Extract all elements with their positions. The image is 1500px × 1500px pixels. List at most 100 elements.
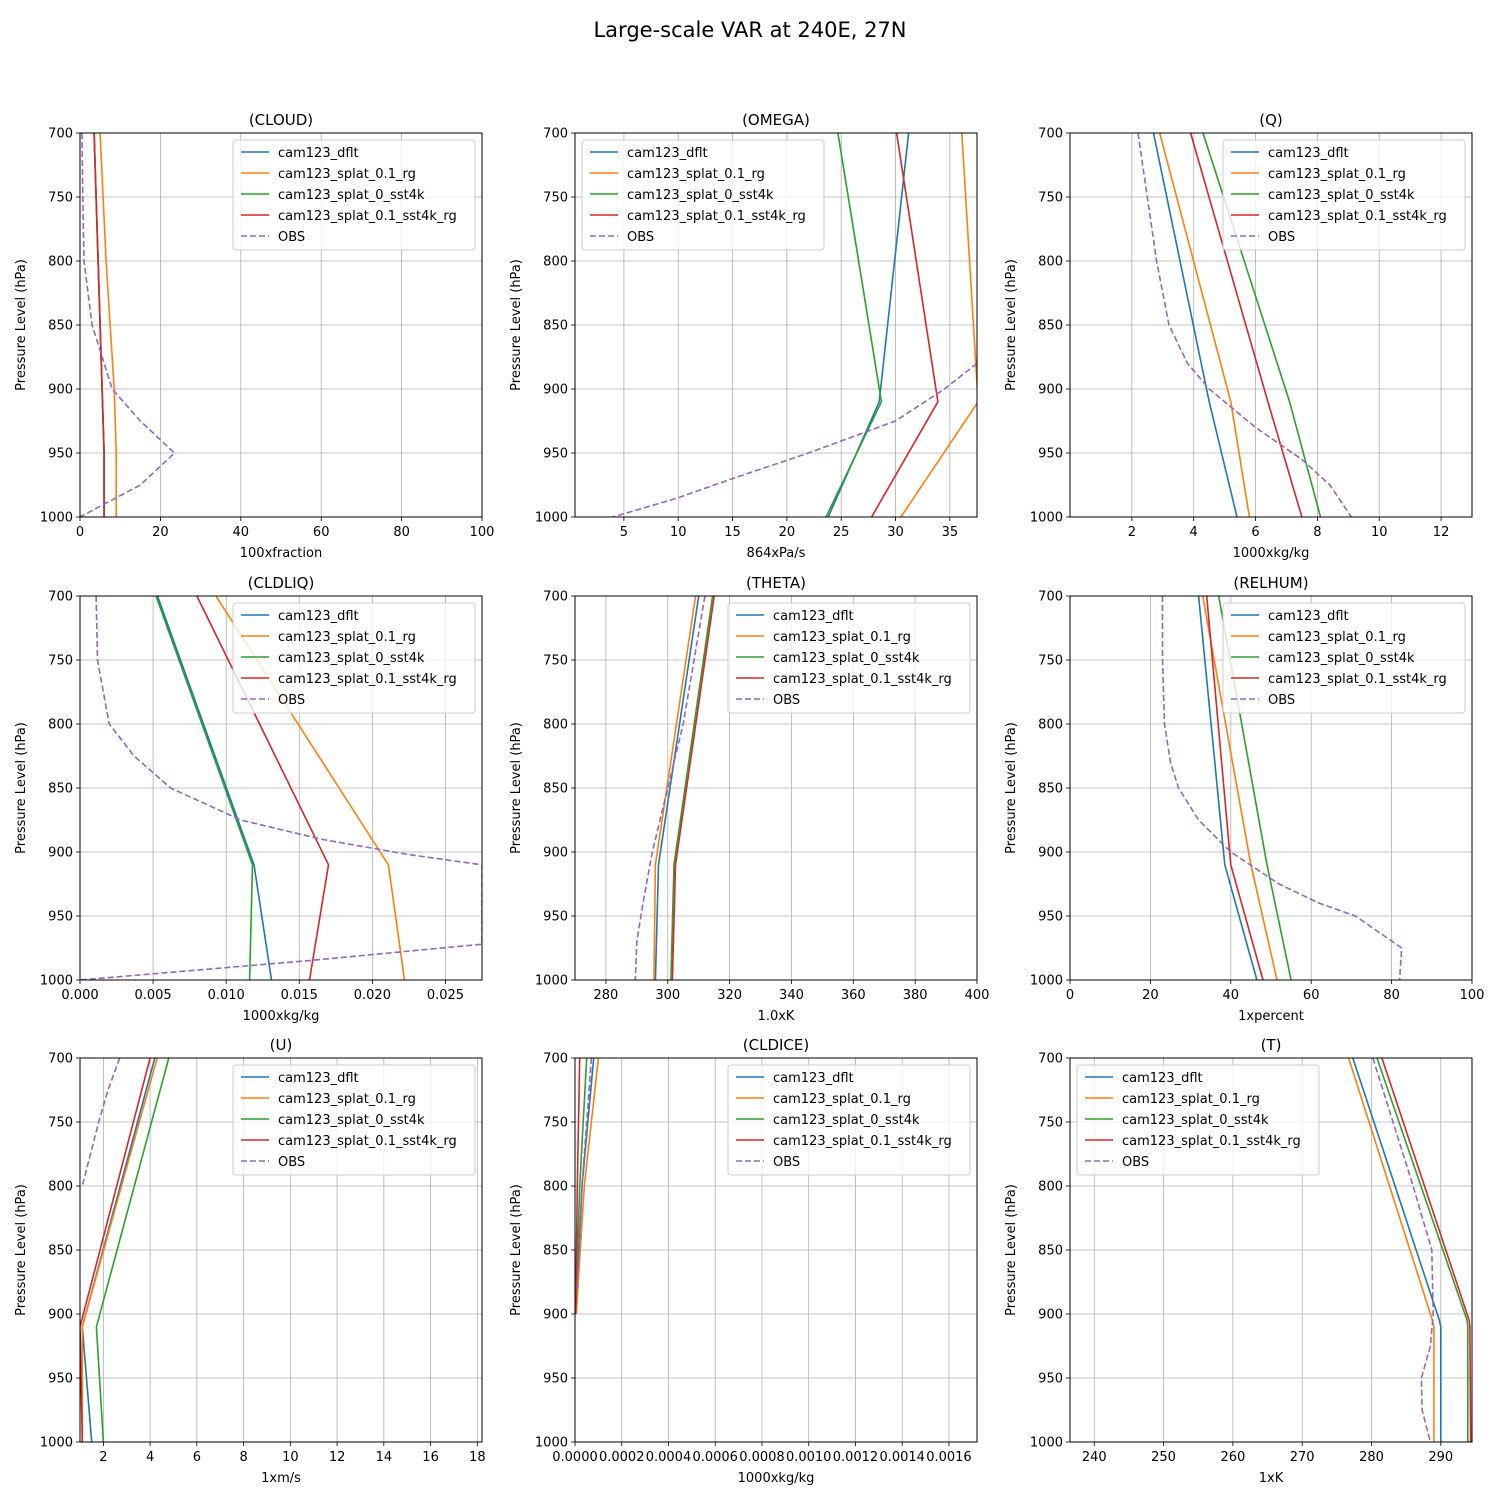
x-tick-label: 30 [887,525,904,540]
y-axis-label: Pressure Level (hPa) [509,259,524,391]
legend-box [1222,139,1466,251]
y-tick-label: 750 [1038,654,1063,669]
x-tick-label: 0.025 [427,988,464,1003]
x-tick-label: 40 [1223,988,1240,1003]
x-tick-label: 0.0010 [786,1450,832,1465]
series-line-OBS [576,1058,593,1289]
y-tick-label: 950 [1038,447,1063,462]
x-tick-label: 35 [942,525,959,540]
series-line-cam123_splat_0.1_rg [1347,1058,1435,1442]
series-line-cam123_splat_0.1_sst4k_rg [80,1058,151,1442]
series-group [80,133,176,517]
x-tick-label: 8 [1313,525,1321,540]
series-line-cam123_splat_0.1_rg [575,1058,600,1315]
legend-label: OBS [773,693,800,708]
x-tick-label: 6 [193,1450,201,1465]
y-tick-label: 1000 [1030,974,1063,989]
y-axis-label: Pressure Level (hPa) [1004,259,1019,391]
series-line-cam123_dflt [1197,596,1258,980]
legend-label: OBS [278,1155,305,1170]
y-tick-label: 1000 [1030,1436,1063,1451]
series-line-cam123_splat_0_sst4k [1376,1058,1469,1442]
series-line-OBS [612,362,977,517]
y-tick-label: 1000 [535,1436,568,1451]
y-tick-label: 900 [48,1308,73,1323]
legend-label: cam123_splat_0.1_rg [627,167,765,182]
legend-label: cam123_splat_0_sst4k [627,188,774,203]
y-tick-label: 750 [1038,1116,1063,1131]
legend-label: cam123_splat_0.1_sst4k_rg [1122,1134,1301,1149]
subplot-cldliq: 0.000 0.005 0.010 0.015 0.020 0.025 700 750 800 8… [14,574,483,1024]
legend-label: cam123_splat_0.1_rg [1268,167,1406,182]
legend-label: cam123_splat_0.1_rg [1122,1092,1260,1107]
series-line-cam123_dflt [156,596,273,980]
series-group [80,1058,170,1442]
subplot-theta: 280 300 320 340 360 380 400 700 750 800 850 900 950 1… [509,574,989,1024]
y-tick-label: 950 [48,910,73,925]
subplot-title: (OMEGA) [742,111,810,129]
legend-label: cam123_splat_0.1_rg [773,630,911,645]
x-tick-label: 0.0006 [692,1450,738,1465]
legend-label: OBS [627,230,654,245]
legend-label: cam123_dflt [1268,146,1349,161]
legend-label: cam123_splat_0_sst4k [278,1113,425,1128]
x-tick-label: 60 [1303,988,1320,1003]
subplot-title: (THETA) [746,574,806,592]
y-tick-label: 700 [1038,590,1063,605]
subplot-omega: 5 10 15 20 25 30 35 700 750 800 850 900 950 1000 (OMEG… [509,111,978,561]
x-tick-label: 240 [1082,1450,1107,1465]
subplot-cldice: 0.0000 0.0002 0.0004 0.0006 0.0008 0.0010 0.00… [509,1036,978,1486]
legend-box [581,139,825,251]
x-tick-label: 0.0002 [599,1450,645,1465]
x-tick-label: 300 [655,988,680,1003]
y-tick-label: 950 [543,910,568,925]
x-tick-label: 0.020 [354,988,391,1003]
x-tick-label: 360 [841,988,866,1003]
legend-label: cam123_splat_0.1_rg [1268,630,1406,645]
x-axis-label: 1000xkg/kg [243,1009,320,1024]
x-tick-label: 5 [620,525,628,540]
legend-label: OBS [1268,230,1295,245]
x-tick-label: 290 [1428,1450,1453,1465]
x-tick-label: 280 [1359,1450,1384,1465]
legend-label: cam123_dflt [278,609,359,624]
x-axis-label: 1000xkg/kg [1233,546,1310,561]
x-tick-label: 18 [469,1450,486,1465]
legend-box [232,1064,476,1176]
y-tick-label: 800 [1038,718,1063,733]
x-tick-label: 0 [1066,988,1074,1003]
subplot-title: (Q) [1259,111,1283,129]
series-line-cam123_splat_0.1_sst4k_rg [575,1058,581,1315]
x-tick-label: 10 [1371,525,1388,540]
subplot-title: (RELHUM) [1233,574,1308,592]
y-tick-label: 900 [543,1308,568,1323]
x-tick-label: 20 [1142,988,1159,1003]
x-tick-label: 340 [779,988,804,1003]
legend: cam123_dflt cam123_splat_0.1_rg cam123_spl… [1222,139,1466,251]
x-tick-label: 400 [965,988,990,1003]
x-tick-label: 80 [1383,988,1400,1003]
y-tick-label: 750 [1038,191,1063,206]
x-tick-label: 20 [779,525,796,540]
x-axis-label: 1.0xK [758,1009,795,1024]
series-line-OBS [1372,1058,1434,1442]
legend-label: cam123_splat_0.1_sst4k_rg [278,1134,457,1149]
legend-label: cam123_dflt [278,1071,359,1086]
series-line-cam123_dflt [1152,133,1238,517]
legend: cam123_dflt cam123_splat_0.1_rg cam123_spl… [727,602,971,714]
subplot-title: (U) [270,1036,293,1054]
x-axis-label: 100xfraction [240,546,322,561]
series-line-OBS [1137,133,1353,517]
y-tick-label: 850 [48,319,73,334]
x-axis-label: 1000xkg/kg [738,1471,815,1486]
legend-label: cam123_dflt [1122,1071,1203,1086]
series-line-cam123_splat_0.1_sst4k_rg [1381,1058,1472,1442]
x-tick-label: 0.005 [134,988,171,1003]
legend-label: cam123_splat_0.1_sst4k_rg [278,672,457,687]
y-tick-label: 1000 [40,511,73,526]
subplot-title: (CLDLIQ) [248,574,315,592]
x-tick-label: 20 [152,525,169,540]
x-tick-label: 15 [724,525,741,540]
legend-label: cam123_splat_0.1_rg [278,167,416,182]
